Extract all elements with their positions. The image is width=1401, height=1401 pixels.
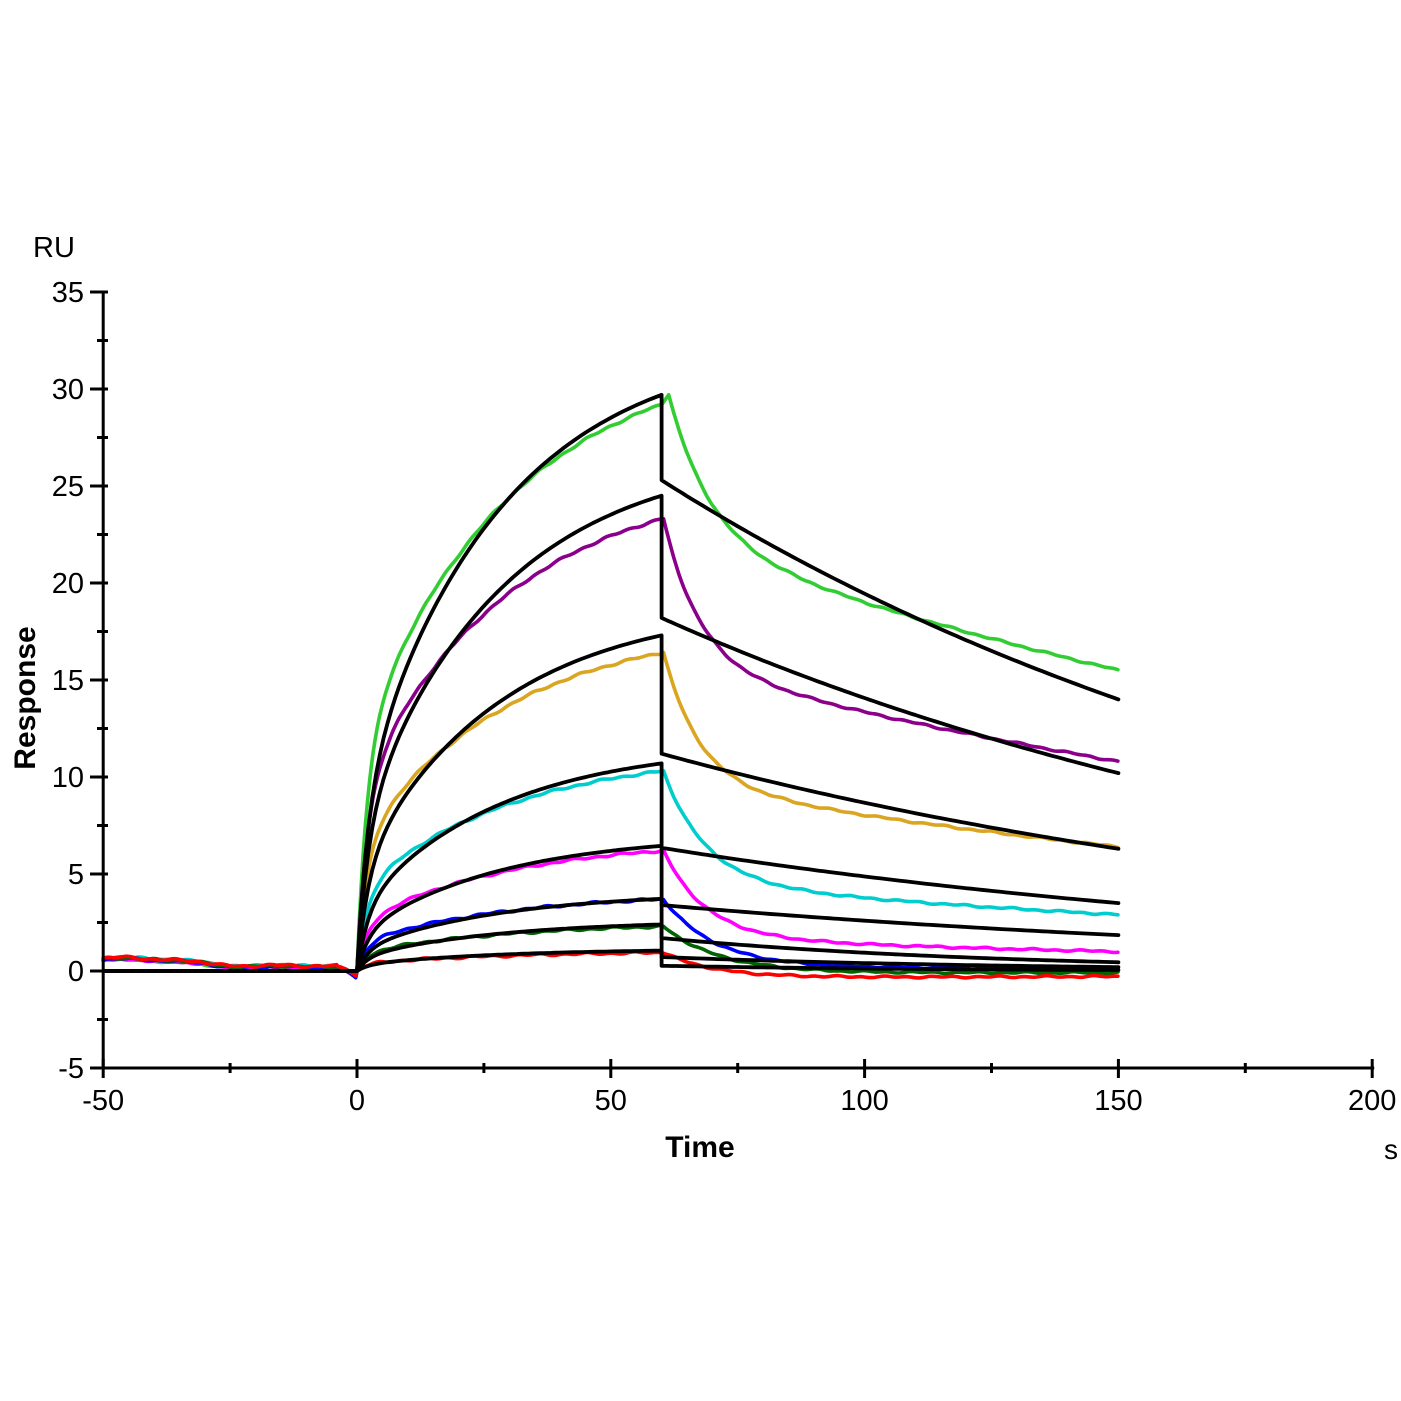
y-tick-label-20: 20 xyxy=(52,568,84,600)
x-tick-label--50: -50 xyxy=(82,1085,124,1117)
trace-3-gold-fit-curve xyxy=(101,633,1121,973)
x-tick-label-150: 150 xyxy=(1094,1085,1142,1117)
y-tick-label-25: 25 xyxy=(52,471,84,503)
x-axis-unit-label: s xyxy=(1384,1134,1398,1165)
y-tick-label--5: -5 xyxy=(58,1053,84,1085)
trace-4-cyan-fit-curve xyxy=(101,761,1121,973)
trace-4-cyan-data-curve xyxy=(101,768,1120,977)
trace-2-purple-data-curve xyxy=(101,516,1120,979)
x-axis-title: Time xyxy=(665,1131,735,1164)
y-axis-unit-label: RU xyxy=(33,232,75,264)
y-tick-label-30: 30 xyxy=(52,374,84,406)
y-axis-title: Response xyxy=(9,626,42,770)
trace-6-blue-fit-curve xyxy=(101,896,1121,973)
trace-1-green-fit-curve xyxy=(101,392,1121,973)
x-tick-label-50: 50 xyxy=(595,1085,627,1117)
trace-8-red-fit-curve xyxy=(101,948,1121,973)
trace-7-darkgreen-fit-curve xyxy=(101,922,1121,973)
y-tick-label-35: 35 xyxy=(52,277,84,309)
x-tick-label-200: 200 xyxy=(1348,1085,1396,1117)
trace-2-purple-fit-curve xyxy=(101,493,1121,973)
y-tick-label-15: 15 xyxy=(52,665,84,697)
trace-8-red-data-curve xyxy=(101,949,1120,980)
x-tick-label-0: 0 xyxy=(349,1085,365,1117)
y-tick-label-10: 10 xyxy=(52,762,84,794)
y-tick-label-0: 0 xyxy=(68,956,84,988)
x-tick-label-100: 100 xyxy=(840,1085,888,1117)
trace-5-magenta-fit-curve xyxy=(101,844,1121,973)
y-tick-label-5: 5 xyxy=(68,859,84,891)
